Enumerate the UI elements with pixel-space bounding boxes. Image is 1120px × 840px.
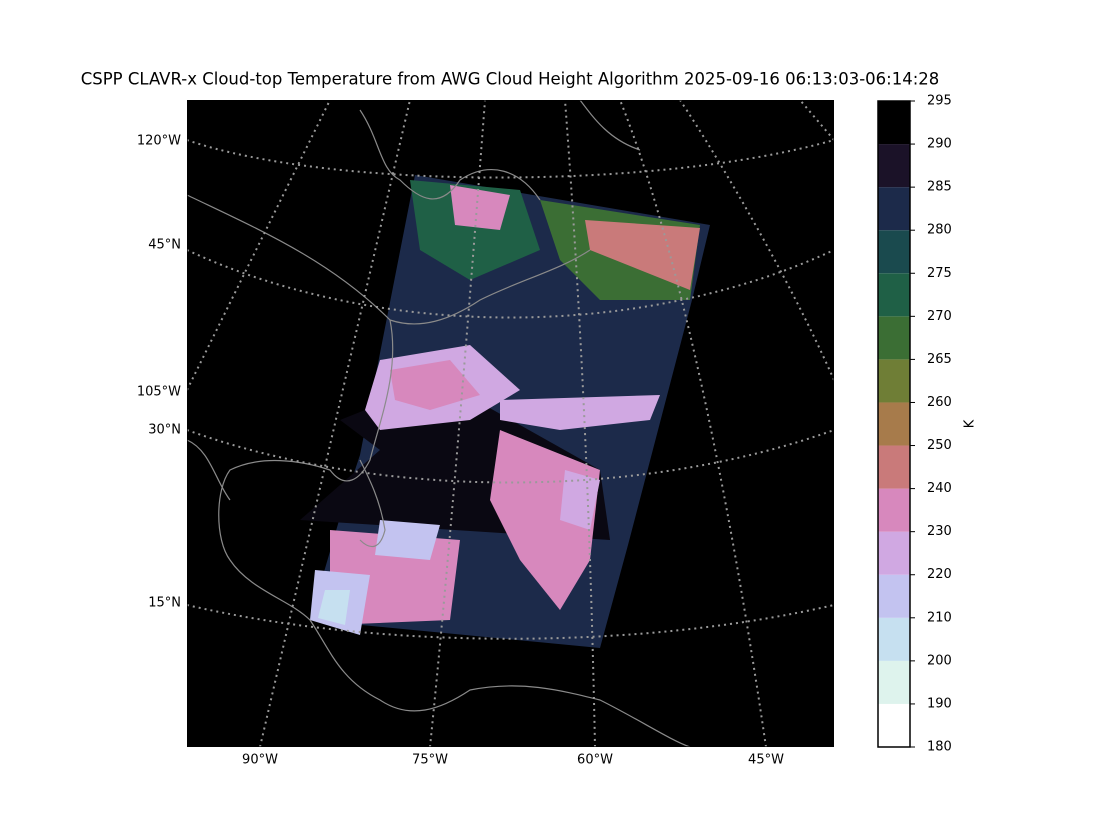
colorbar-band (878, 230, 910, 274)
colorbar-tick-label: 200 (927, 653, 952, 668)
colorbar-tick-label: 280 (927, 223, 952, 238)
longitude-label: 75°W (412, 753, 448, 768)
colorbar-tick-label: 275 (927, 266, 952, 281)
colorbar-tick-label: 285 (927, 180, 952, 195)
colorbar-tick-label: 290 (927, 137, 952, 152)
coastlines (187, 100, 691, 747)
colorbar-tick-label: 295 (927, 94, 952, 109)
colorbar-tick-label: 210 (927, 610, 952, 625)
longitude-label: 45°W (748, 753, 784, 768)
colorbar-tick-label: 260 (927, 395, 952, 410)
colorbar-band (878, 187, 910, 231)
colorbar-band (878, 445, 910, 489)
latitude-label: 30°N (148, 423, 181, 438)
colorbar-band (878, 531, 910, 575)
colorbar-tick-label: 265 (927, 352, 952, 367)
colorbar-band (878, 316, 910, 360)
colorbar-tick-label: 250 (927, 438, 952, 453)
colorbar-frame (877, 100, 911, 748)
colorbar-band (878, 703, 910, 747)
colorbar-band (878, 402, 910, 446)
colorbar-band (878, 359, 910, 403)
colorbar-tick-label: 180 (927, 740, 952, 755)
colorbar-band (878, 574, 910, 618)
latitude-label: 105°W (137, 385, 181, 400)
colorbar-band (878, 101, 910, 145)
colorbar-tick-label: 220 (927, 567, 952, 582)
colorbar-tick-label: 190 (927, 696, 952, 711)
colorbar: 180 190 200 210 220 230 240 250 260 265 270 275 280 2… (877, 94, 952, 755)
colorbar-band (878, 660, 910, 704)
colorbar-band (878, 144, 910, 188)
colorbar-tick-label: 240 (927, 481, 952, 496)
title: CSPP CLAVR-x Cloud-top Temperature from … (81, 70, 940, 89)
latitude-label: 45°N (148, 238, 181, 253)
longitude-label: 60°W (577, 753, 613, 768)
colorbar-band (878, 488, 910, 532)
longitude-label: 90°W (242, 753, 278, 768)
colorbar-label: K (963, 419, 978, 428)
colorbar-band (878, 273, 910, 317)
colorbar-tick-label: 230 (927, 524, 952, 539)
graticule (187, 100, 834, 747)
colorbar-tick-label: 270 (927, 309, 952, 324)
latitude-label: 15°N (148, 596, 181, 611)
colorbar-band (878, 617, 910, 661)
map (187, 100, 834, 747)
latitude-label: 120°W (137, 134, 181, 149)
